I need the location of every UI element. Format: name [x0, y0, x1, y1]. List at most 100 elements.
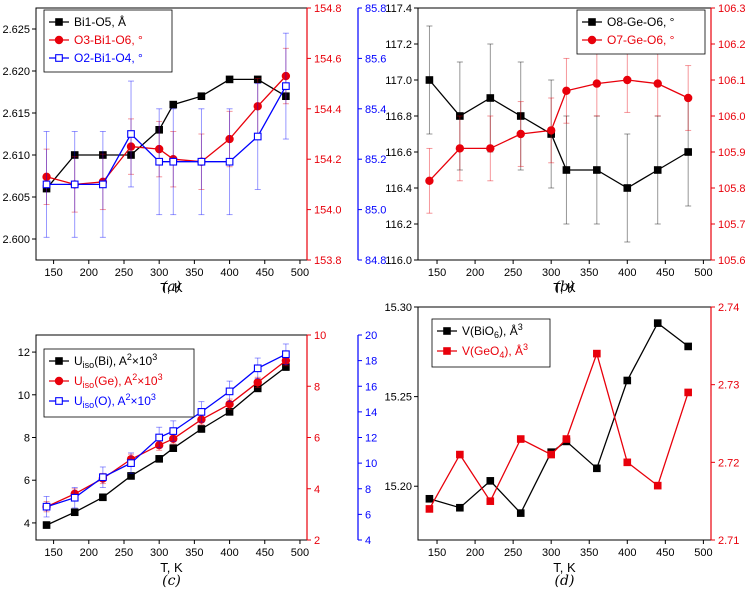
- legend-label-part: iso: [83, 360, 95, 370]
- x-tick-label: 450: [656, 267, 674, 279]
- x-tick-label: 150: [428, 267, 446, 279]
- legend-label-part: (O), A: [94, 394, 125, 408]
- data-point: [546, 126, 556, 135]
- y-tick-label-y2: 105.8: [718, 183, 746, 195]
- x-tick-label: 250: [115, 267, 133, 279]
- legend-b: O8-Ge-O6, ° O7-Ge-O6, °: [576, 9, 706, 55]
- data-point: [225, 157, 234, 166]
- legend-marker: [55, 397, 63, 405]
- y-tick-label-y1: 116.4: [385, 183, 412, 195]
- legend-label-part: 4: [499, 350, 504, 360]
- y-tick-label-y2: 2.74: [718, 302, 739, 314]
- data-point: [683, 93, 693, 103]
- legend-marker: [587, 35, 597, 45]
- y-tick-label-y1: 15.30: [384, 302, 412, 314]
- x-tick-label: 150: [44, 547, 62, 559]
- x-axis-title: T, K: [160, 560, 183, 575]
- y-tick-label-y3: 85.8: [365, 3, 386, 15]
- legend-label: Bi1-O5, Å: [74, 14, 126, 29]
- legend-d: V(BiO6), Å3V(GeO4), Å3: [431, 318, 551, 368]
- y-tick-label-y1: 12: [18, 347, 30, 359]
- y-tick-label-y2: 154.4: [314, 104, 342, 116]
- y-tick-label-y1: 2.610: [2, 150, 30, 162]
- y-tick-label-y2: 154.2: [314, 154, 342, 166]
- panel-caption: (b): [555, 279, 575, 295]
- data-point: [127, 151, 135, 159]
- data-point: [197, 408, 206, 416]
- data-point: [684, 388, 692, 397]
- data-point: [516, 112, 525, 120]
- legend-marker: [443, 327, 451, 335]
- y-tick-label-y3: 10: [365, 458, 377, 470]
- x-tick-label: 300: [150, 267, 168, 279]
- data-point: [516, 509, 525, 517]
- legend-label: V(GeO4), Å3: [462, 342, 528, 360]
- data-point: [197, 157, 206, 166]
- legend-label-part: 3: [158, 372, 163, 382]
- data-point: [225, 387, 234, 396]
- data-point: [169, 427, 178, 435]
- x-tick-label: 300: [542, 547, 560, 559]
- y-tick-label-y1: 8: [24, 433, 30, 445]
- y-tick-label-y3: 85.4: [365, 104, 386, 116]
- y-tick-label-y3: 20: [365, 330, 377, 342]
- data-point: [99, 151, 107, 159]
- x-tick-label: 300: [150, 547, 168, 559]
- y-tick-label-y2: 154.6: [314, 53, 342, 65]
- legend-a: Bi1-O5, Å O3-Bi1-O6, ° O2-Bi1-O4, °: [43, 9, 173, 73]
- data-point: [70, 151, 79, 159]
- data-point: [456, 503, 464, 512]
- y-tick-label-y1: 2.605: [2, 192, 30, 204]
- legend-label-part: ×10: [137, 374, 158, 388]
- chart-panel-d: 150 200 250 300 350 400 450 500 T, K 15.20 15.25 15…: [384, 302, 739, 589]
- y-tick-label-y3: 4: [365, 535, 371, 547]
- legend-label-part: O3-Bi1-O6, °: [74, 33, 143, 47]
- y-tick-label-y1: 2.600: [2, 234, 30, 246]
- data-point: [197, 92, 206, 101]
- data-point: [623, 376, 632, 385]
- legend-box: [43, 348, 195, 418]
- data-point: [253, 132, 262, 141]
- legend-label-part: ), Å: [499, 323, 518, 338]
- legend-marker: [55, 357, 63, 365]
- legend-label: Uiso(Bi), A2×103: [74, 352, 157, 370]
- x-tick-label: 450: [256, 267, 274, 279]
- x-tick-label: 500: [694, 267, 712, 279]
- x-tick-label: 500: [694, 547, 712, 559]
- legend-label-part: 3: [518, 322, 523, 332]
- data-point: [425, 176, 434, 186]
- y-tick-label-y2: 153.8: [314, 255, 342, 267]
- legend-label-part: iso: [83, 400, 95, 410]
- x-tick-label: 250: [115, 547, 133, 559]
- data-point: [225, 75, 234, 84]
- x-tick-label: 450: [256, 547, 274, 559]
- data-point: [127, 472, 135, 480]
- data-point: [127, 459, 135, 467]
- data-point: [623, 184, 632, 192]
- x-tick-label: 350: [185, 267, 203, 279]
- data-point: [516, 129, 525, 139]
- data-point: [42, 502, 51, 511]
- data-point: [70, 493, 79, 502]
- data-point: [653, 481, 662, 490]
- x-tick-label: 200: [80, 267, 98, 279]
- panel-caption: (c): [162, 573, 181, 589]
- legend-marker: [443, 347, 451, 355]
- data-point: [197, 415, 206, 424]
- data-point: [562, 435, 571, 443]
- legend-label-part: iso: [83, 380, 95, 390]
- y-tick-label-y1: 2.620: [2, 66, 30, 78]
- chart-panel-b: 150 200 250 300 350 400 450 500 T, K 116.0 116.2 11…: [385, 3, 745, 295]
- legend-marker: [54, 35, 64, 45]
- x-tick-label: 350: [580, 267, 598, 279]
- legend-label-part: 2: [132, 372, 137, 382]
- data-point: [154, 440, 164, 450]
- legend-box: [576, 9, 706, 55]
- legend-label: Uiso(Ge), A2×103: [74, 372, 163, 390]
- x-tick-label: 350: [580, 547, 598, 559]
- legend-label-part: 6: [494, 330, 499, 340]
- data-point: [253, 364, 262, 373]
- y-tick-label-y2: 154.8: [314, 3, 342, 15]
